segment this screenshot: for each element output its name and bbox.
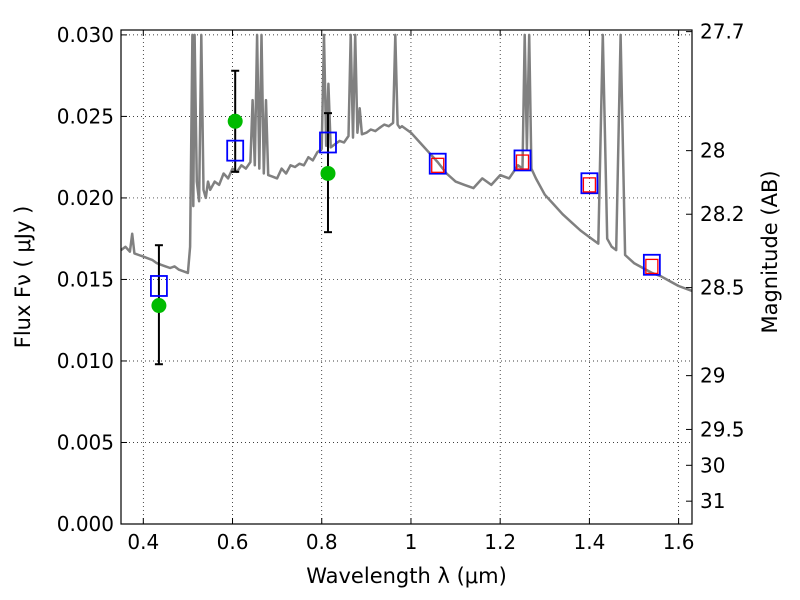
y-tick-labels: 0.000 0.005 0.010 0.015 0.020 0.025 0.030 xyxy=(57,23,114,536)
blue-square-marker xyxy=(319,131,337,154)
blue-square-marker xyxy=(513,149,532,172)
y2-tick-label: 29.5 xyxy=(700,417,745,441)
y2-tick-label: 28.2 xyxy=(700,202,745,226)
y-tick-label: 0.005 xyxy=(57,430,114,454)
blue-square-marker xyxy=(580,172,599,195)
x-tick-label: 0.8 xyxy=(306,530,338,554)
x-tick-label: 1 xyxy=(405,530,418,554)
grid xyxy=(121,30,692,525)
y2-tick-label: 28 xyxy=(700,139,725,163)
x-tick-labels: 0.4 0.6 0.8 1 1.2 1.4 1.6 xyxy=(127,530,694,554)
x-tick-label: 1.2 xyxy=(484,530,516,554)
model-spectrum-line xyxy=(120,33,693,293)
x-tick-label: 0.4 xyxy=(127,530,159,554)
x-tick-label: 0.6 xyxy=(217,530,249,554)
y-tick-label: 0.010 xyxy=(57,349,114,373)
blue-square-marker xyxy=(226,139,245,162)
red-square-marker xyxy=(431,157,445,173)
markers xyxy=(150,113,661,314)
y-tick-label: 0.030 xyxy=(57,23,114,47)
y2-tick-label: 28.5 xyxy=(700,276,745,300)
y2-tick-labels: 27.7 28 28.2 28.5 29 29.5 30 31 xyxy=(700,20,745,514)
ticks xyxy=(121,30,692,525)
y2-tick-label: 31 xyxy=(700,489,725,513)
y-tick-label: 0.015 xyxy=(57,267,114,291)
y2-axis-label: Magnitude (AB) xyxy=(758,170,782,333)
y-tick-label: 0.000 xyxy=(57,512,114,536)
y-tick-label: 0.025 xyxy=(57,104,114,128)
y2-tick-label: 29 xyxy=(700,364,725,388)
spectrum-layer xyxy=(120,33,693,293)
x-axis-label: Wavelength λ (μm) xyxy=(306,564,507,588)
blue-square-marker xyxy=(428,152,447,175)
y2-tick-label: 30 xyxy=(700,453,725,477)
green-circle-marker xyxy=(320,165,336,181)
x-tick-label: 1.6 xyxy=(663,530,695,554)
plot-frame xyxy=(120,29,693,525)
green-circle-marker xyxy=(227,113,243,129)
red-square-marker xyxy=(515,154,530,170)
x-tick-label: 1.4 xyxy=(573,530,605,554)
blue-square-marker xyxy=(642,253,661,276)
errorbars xyxy=(154,69,332,366)
green-circle-marker xyxy=(151,298,167,314)
y-axis-label: Flux Fν ( μJy ) xyxy=(11,206,35,349)
red-square-marker xyxy=(645,258,659,275)
y-tick-label: 0.020 xyxy=(57,186,114,210)
blue-square-marker xyxy=(150,275,168,297)
red-square-marker xyxy=(582,177,597,193)
y2-tick-label: 27.7 xyxy=(700,20,745,44)
